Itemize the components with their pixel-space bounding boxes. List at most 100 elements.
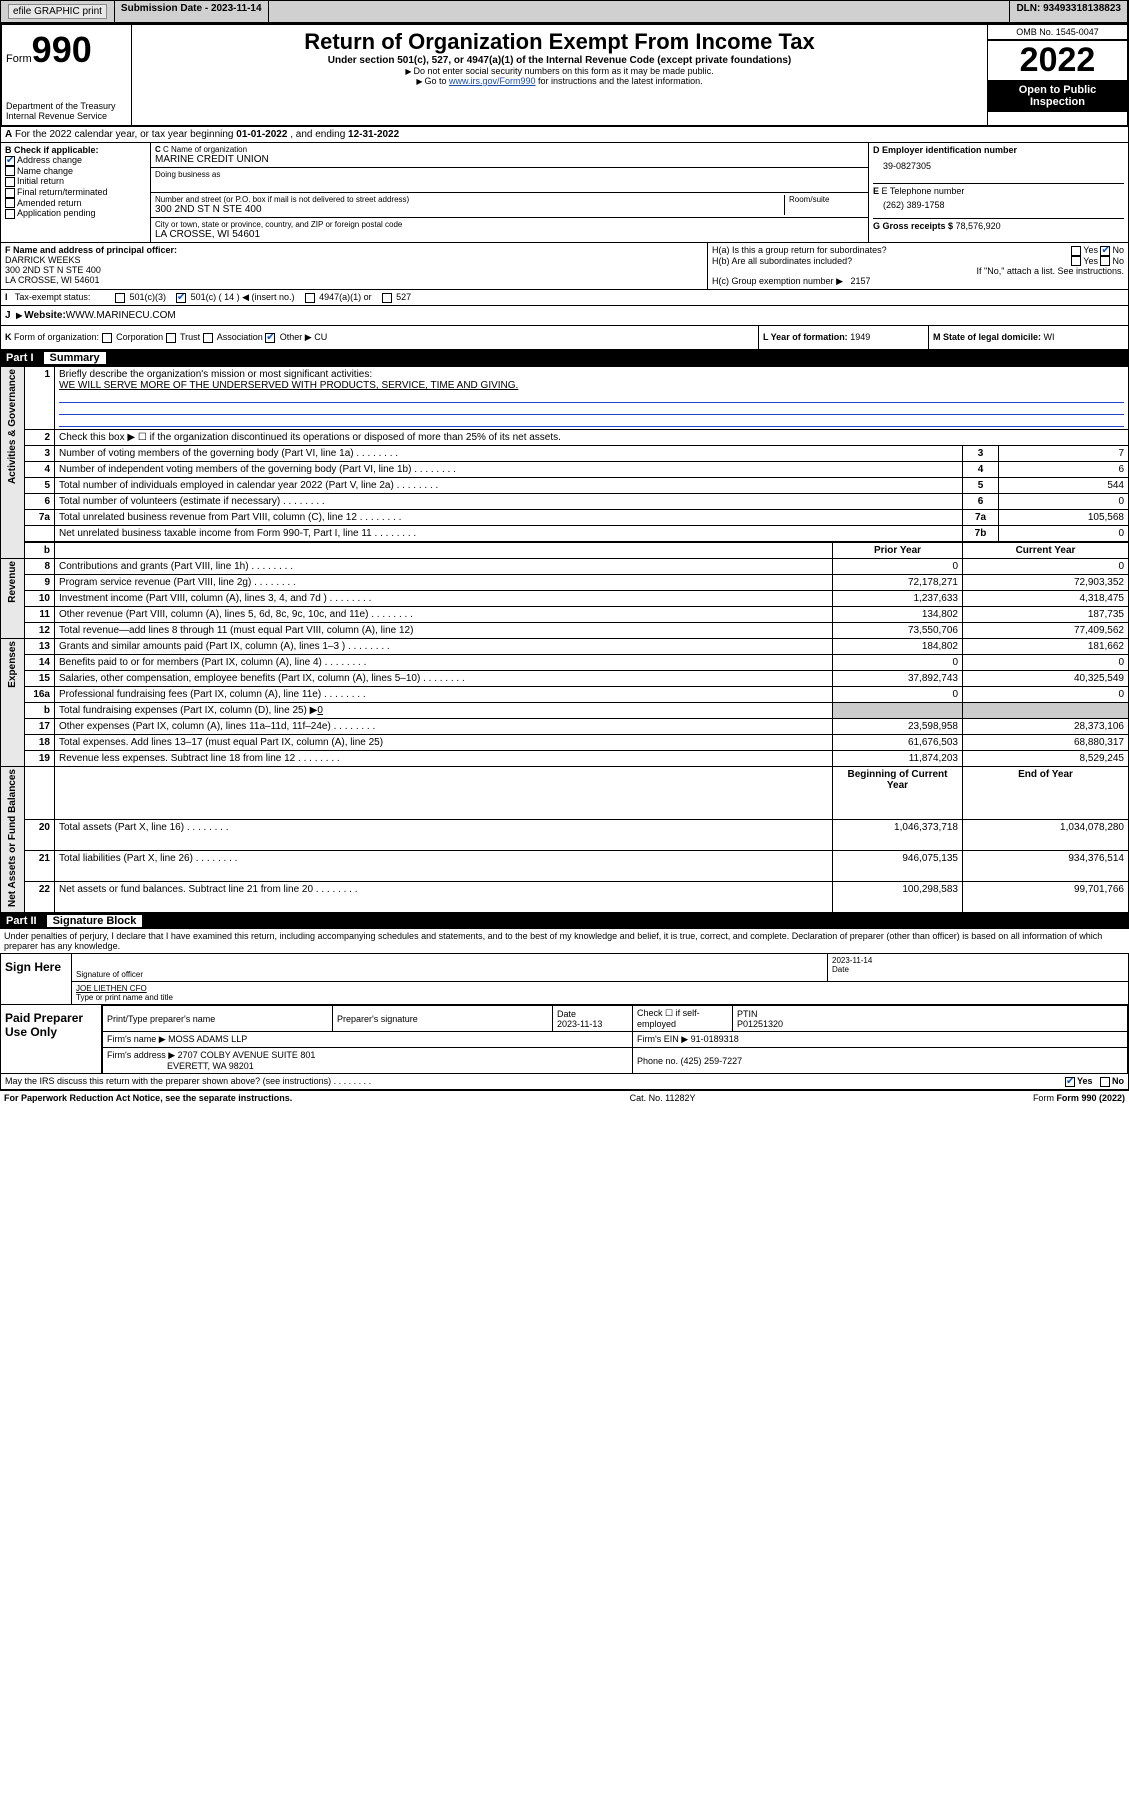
cb-4947[interactable] <box>305 293 315 303</box>
i-prefix: I <box>5 292 8 302</box>
website-url: WWW.MARINECU.COM <box>66 310 176 321</box>
en-16a: 16a <box>25 687 55 703</box>
k-other: Other <box>280 332 303 342</box>
ed-19: Revenue less expenses. Subtract line 18 … <box>55 751 833 767</box>
form-subtitle-1: Under section 501(c), 527, or 4947(a)(1)… <box>136 55 983 66</box>
nd-20: Total assets (Part X, line 16) <box>55 819 833 850</box>
penalty-statement: Under penalties of perjury, I declare th… <box>0 929 1129 953</box>
discuss-yes-box[interactable] <box>1065 1077 1075 1087</box>
checkbox-final-return[interactable] <box>5 188 15 198</box>
k-trust: Trust <box>180 332 200 342</box>
part1-header: Part I Summary <box>0 350 1129 366</box>
line4: Number of independent voting members of … <box>55 462 963 478</box>
line16b: Total fundraising expenses (Part IX, col… <box>59 705 317 716</box>
side-governance: Activities & Governance <box>7 369 18 484</box>
rn-8: 8 <box>25 559 55 575</box>
rn-9: 9 <box>25 575 55 591</box>
checkbox-amended-return[interactable] <box>5 198 15 208</box>
nn-20: 20 <box>25 819 55 850</box>
rd-11: Other revenue (Part VIII, column (A), li… <box>55 607 833 623</box>
rd-9: Program service revenue (Part VIII, line… <box>55 575 833 591</box>
form-header-box: Form990 Department of the Treasury Inter… <box>0 23 1129 127</box>
rp-11: 134,802 <box>833 607 963 623</box>
ha-no: No <box>1112 245 1124 255</box>
opt-amended-return: Amended return <box>17 198 82 208</box>
ec-19: 8,529,245 <box>963 751 1129 767</box>
gross-receipts: 78,576,920 <box>956 221 1001 231</box>
city-label: City or town, state or province, country… <box>155 220 864 229</box>
firm-addr-label: Firm's address ▶ <box>107 1050 175 1060</box>
ptin-label: PTIN <box>737 1009 758 1019</box>
row-a-text: For the 2022 calendar year, or tax year … <box>15 129 236 140</box>
line2: Check this box ▶ ☐ if the organization d… <box>55 430 1129 446</box>
cb-527[interactable] <box>382 293 392 303</box>
ep-19: 11,874,203 <box>833 751 963 767</box>
firm-ein-label: Firm's EIN ▶ <box>637 1034 688 1044</box>
ec-13: 181,662 <box>963 639 1129 655</box>
footer: For Paperwork Reduction Act Notice, see … <box>0 1090 1129 1105</box>
rp-10: 1,237,633 <box>833 591 963 607</box>
officer-addr2: LA CROSSE, WI 54601 <box>5 275 100 285</box>
nd-22: Net assets or fund balances. Subtract li… <box>55 882 833 913</box>
j-prefix: J <box>5 310 11 321</box>
part2-title: Signature Block <box>47 915 143 927</box>
ed-13: Grants and similar amounts paid (Part IX… <box>55 639 833 655</box>
discuss-no: No <box>1112 1076 1124 1086</box>
side-net: Net Assets or Fund Balances <box>7 769 18 907</box>
k-corp: Corporation <box>116 332 163 342</box>
prep-sig-label: Preparer's signature <box>333 1006 553 1032</box>
opt-4947: 4947(a)(1) or <box>319 292 372 302</box>
cb-trust[interactable] <box>166 333 176 343</box>
irs-link[interactable]: www.irs.gov/Form990 <box>449 76 536 86</box>
cb-corp[interactable] <box>102 333 112 343</box>
tax-status-row: I Tax-exempt status: 501(c)(3) 501(c) ( … <box>0 290 1129 306</box>
hb-yes-box[interactable] <box>1071 256 1081 266</box>
checkbox-application-pending[interactable] <box>5 209 15 219</box>
discuss-no-box[interactable] <box>1100 1077 1110 1087</box>
np-22: 100,298,583 <box>833 882 963 913</box>
ep-18: 61,676,503 <box>833 735 963 751</box>
side-revenue: Revenue <box>7 561 18 603</box>
val-4: 6 <box>999 462 1129 478</box>
nc-21: 934,376,514 <box>963 850 1129 881</box>
checkbox-name-change[interactable] <box>5 166 15 176</box>
cb-other[interactable] <box>265 333 275 343</box>
cb-assoc[interactable] <box>203 333 213 343</box>
k-row: K Form of organization: Corporation Trus… <box>0 326 1129 350</box>
l-val: 1949 <box>850 332 870 342</box>
checkbox-initial-return[interactable] <box>5 177 15 187</box>
cb-501c3[interactable] <box>115 293 125 303</box>
ha-yes-box[interactable] <box>1071 246 1081 256</box>
discuss-label: May the IRS discuss this return with the… <box>5 1076 1065 1087</box>
ec-18: 68,880,317 <box>963 735 1129 751</box>
submission-date: 2023-11-14 <box>211 3 262 14</box>
firm-phone-label: Phone no. <box>637 1056 681 1066</box>
e-label: E Telephone number <box>882 186 965 196</box>
checkbox-address-change[interactable] <box>5 156 15 166</box>
ha-no-box[interactable] <box>1100 246 1110 256</box>
opt-527: 527 <box>396 292 411 302</box>
nc-20: 1,034,078,280 <box>963 819 1129 850</box>
ed-18: Total expenses. Add lines 13–17 (must eq… <box>55 735 833 751</box>
dln-label: DLN: <box>1016 3 1043 14</box>
opt-name-change: Name change <box>17 166 73 176</box>
opt-application-pending: Application pending <box>17 208 96 218</box>
org-name: MARINE CREDIT UNION <box>155 154 864 165</box>
hb-no-box[interactable] <box>1100 256 1110 266</box>
firm-name-label: Firm's name ▶ <box>107 1034 166 1044</box>
m-val: WI <box>1044 332 1055 342</box>
ep-15: 37,892,743 <box>833 671 963 687</box>
cb-501c[interactable] <box>176 293 186 303</box>
footer-left: For Paperwork Reduction Act Notice, see … <box>4 1093 292 1103</box>
ep-13: 184,802 <box>833 639 963 655</box>
officer-title-label: Type or print name and title <box>76 993 173 1002</box>
ec-15: 40,325,549 <box>963 671 1129 687</box>
g-label: G Gross receipts $ <box>873 221 956 231</box>
val-3: 7 <box>999 446 1129 462</box>
part2-num: Part II <box>6 915 37 927</box>
k-other-val: CU <box>314 332 327 342</box>
line7b: Net unrelated business taxable income fr… <box>55 526 963 543</box>
row-a-prefix: A <box>5 129 12 140</box>
hb-label: H(b) Are all subordinates included? <box>712 256 852 267</box>
mission-text: WE WILL SERVE MORE OF THE UNDERSERVED WI… <box>59 380 518 391</box>
